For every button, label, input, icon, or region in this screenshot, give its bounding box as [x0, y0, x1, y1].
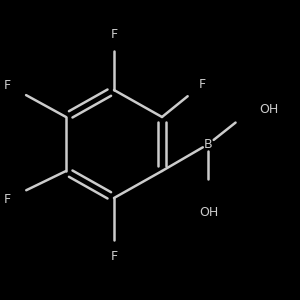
Text: OH: OH: [259, 103, 278, 116]
Text: F: F: [4, 79, 11, 92]
Text: B: B: [204, 137, 213, 151]
Text: F: F: [110, 28, 118, 41]
Text: F: F: [199, 77, 206, 91]
Text: OH: OH: [199, 206, 218, 220]
Text: F: F: [110, 250, 118, 263]
Text: F: F: [4, 193, 11, 206]
